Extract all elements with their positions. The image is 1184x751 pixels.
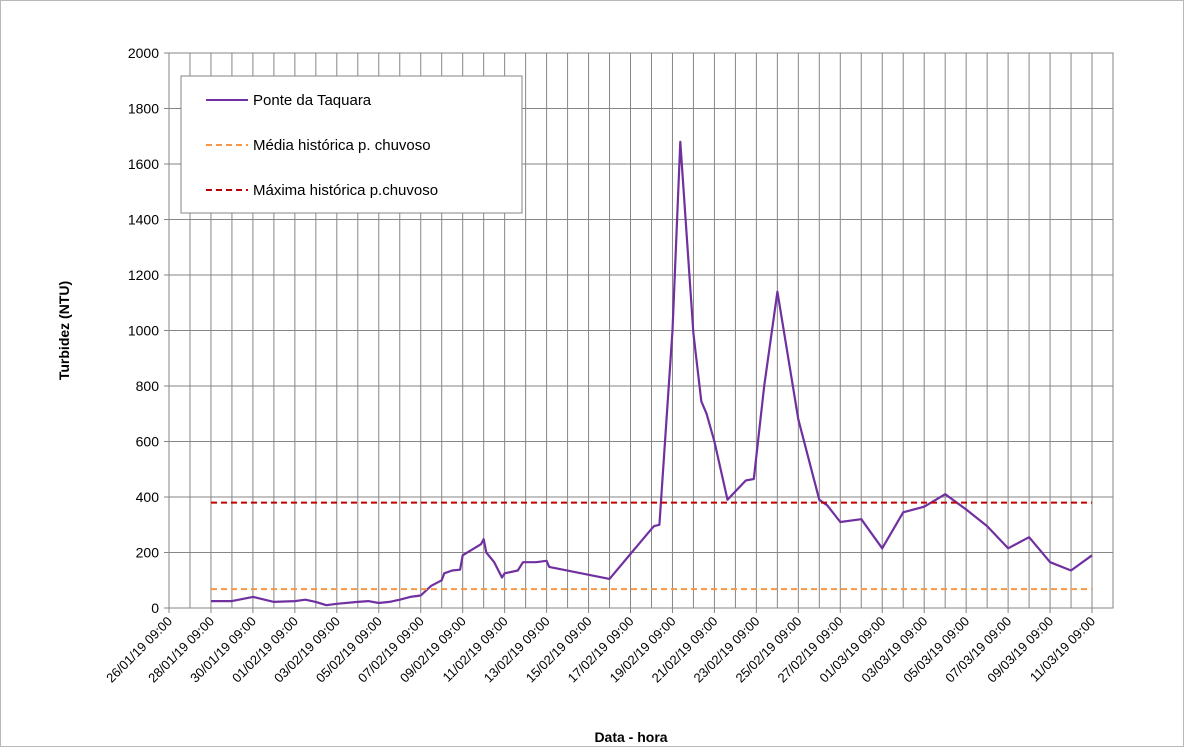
series-line <box>211 140 1093 607</box>
x-axis-title: Data - hora <box>594 729 667 745</box>
y-axis-ticks: 0 200 400 600 800 1000 1200 1400 1600 1800 2000 <box>128 45 169 616</box>
y-tick-label: 600 <box>136 434 160 450</box>
y-tick-label: 1200 <box>128 267 159 283</box>
legend-label: Média histórica p. chuvoso <box>253 137 431 154</box>
plot-area-border <box>168 52 1114 609</box>
legend-label: Máxima histórica p.chuvoso <box>253 182 438 199</box>
y-axis-title: Turbidez (NTU) <box>56 281 72 380</box>
y-tick-label: 2000 <box>128 45 159 61</box>
y-tick-label: 1000 <box>128 323 159 339</box>
legend: Ponte da Taquara Média histórica p. chuvo… <box>180 75 523 214</box>
y-tick-label: 200 <box>136 545 160 561</box>
y-tick-label: 1600 <box>128 156 159 172</box>
y-tick-label: 0 <box>151 600 159 616</box>
y-tick-label: 800 <box>136 378 160 394</box>
y-tick-label: 400 <box>136 489 160 505</box>
y-tick-label: 1400 <box>128 212 159 228</box>
y-tick-label: 1800 <box>128 101 159 117</box>
legend-label: Ponte da Taquara <box>253 92 372 109</box>
series <box>211 140 1093 607</box>
